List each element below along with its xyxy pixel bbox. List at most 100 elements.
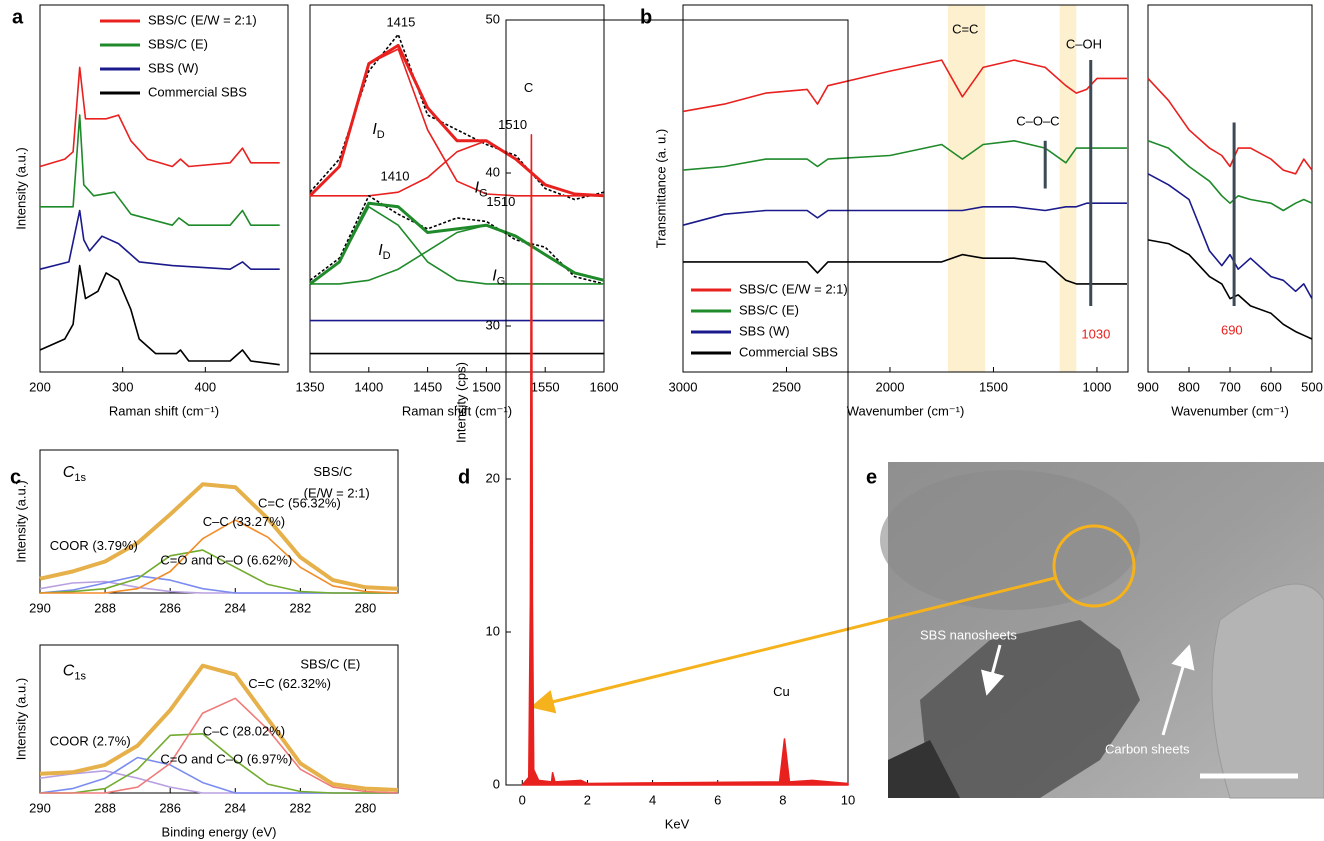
- annotation-text: C=C (62.32%): [248, 676, 331, 691]
- x-tick-label: 2000: [876, 379, 905, 394]
- annotation: C=C (62.32%): [248, 676, 331, 691]
- annotation: Cu: [773, 685, 790, 700]
- annotation-text: C–OH: [1066, 37, 1102, 52]
- annotation-text: C–C (28.02%): [203, 724, 285, 739]
- annotation: SBS/C: [313, 464, 352, 479]
- annotation: 1415: [386, 15, 415, 30]
- legend-label: SBS (W): [148, 60, 199, 75]
- line-series: [39, 264, 280, 366]
- line-series: [310, 140, 605, 197]
- panel-letter: b: [640, 6, 652, 28]
- line-series: [682, 140, 1127, 171]
- annotation: 1510: [498, 118, 527, 133]
- pointer-arrow: [530, 576, 1056, 714]
- x-tick-label: 288: [94, 800, 116, 815]
- line-series: [1147, 239, 1313, 340]
- x-tick-label: 200: [29, 379, 51, 394]
- annotation-text: COOR (3.79%): [50, 539, 138, 554]
- line-series: [309, 201, 605, 286]
- annotation: C–O–C: [1016, 114, 1059, 129]
- annotation: (E/W = 2:1): [304, 486, 370, 501]
- annotation: C=C: [952, 22, 978, 37]
- x-tick-label: 700: [1219, 379, 1241, 394]
- y-axis-label: Intensity (cps): [453, 362, 468, 443]
- annotation-text: 1510: [498, 118, 527, 133]
- annotation-text: C=C (56.32%): [258, 496, 341, 511]
- y-axis-label: Transmittance (a. u.): [653, 129, 668, 248]
- annotation: C–C (33.27%): [203, 514, 285, 529]
- annotation-text: I: [372, 121, 377, 138]
- annotation-text: C: [63, 663, 75, 680]
- x-tick-label: 8: [779, 792, 786, 807]
- annotation: C1s: [63, 663, 87, 683]
- x-tick-label: 280: [355, 800, 377, 815]
- x-tick-label: 900: [1137, 379, 1159, 394]
- legend-label: Commercial SBS: [148, 84, 247, 99]
- annotation: C–OH: [1066, 37, 1102, 52]
- x-tick-label: 282: [290, 600, 312, 615]
- x-tick-label: 1500: [979, 379, 1008, 394]
- annotation-text: I: [492, 268, 497, 285]
- x-tick-label: 6: [714, 792, 721, 807]
- x-axis-label: Raman shift (cm⁻¹): [109, 403, 219, 418]
- annotation-sub: G: [497, 275, 506, 287]
- annotation: ID: [378, 242, 390, 262]
- y-tick-label: 10: [486, 623, 500, 638]
- annotation-text: SBS/C: [313, 464, 352, 479]
- annotation-text: 1030: [1081, 327, 1110, 342]
- x-axis-label: Wavenumber (cm⁻¹): [1171, 403, 1289, 418]
- line-series: [682, 59, 1127, 113]
- y-axis-label: Intensity (a.u.): [13, 678, 28, 760]
- annotation: C=O and C–O (6.62%): [160, 553, 292, 568]
- x-axis-label: Raman shift (cm⁻¹): [402, 403, 512, 418]
- line-series: [39, 209, 280, 270]
- annotation-text: 1410: [381, 169, 410, 184]
- line-series: [683, 253, 1127, 285]
- x-tick-label: 290: [29, 800, 51, 815]
- line-series: [309, 195, 605, 285]
- line-series: [40, 697, 399, 794]
- y-axis-label: Intensity (a.u.): [13, 480, 28, 562]
- x-tick-label: 800: [1178, 379, 1200, 394]
- annotation-sub: 1s: [74, 671, 86, 683]
- x-tick-label: 400: [194, 379, 216, 394]
- band: [1059, 5, 1077, 372]
- line-series: [40, 733, 398, 794]
- legend-label: SBS/C (E/W = 2:1): [148, 12, 257, 27]
- annotation-sub: G: [479, 187, 488, 199]
- annotation: 690: [1221, 323, 1243, 338]
- annotation-text: 690: [1221, 323, 1243, 338]
- x-tick-label: 280: [355, 600, 377, 615]
- annotation: SBS/C (E): [300, 657, 360, 672]
- annotation-sub: D: [377, 129, 385, 141]
- image-label: Carbon sheets: [1105, 741, 1190, 756]
- x-tick-label: 286: [159, 600, 181, 615]
- panel-letter: e: [866, 466, 877, 488]
- annotation: C=O and C–O (6.97%): [160, 752, 292, 767]
- annotation-text: C–O–C: [1016, 114, 1059, 129]
- x-axis-label: Binding energy (eV): [162, 824, 277, 839]
- x-axis-label: Wavenumber (cm⁻¹): [847, 403, 965, 418]
- x-tick-label: 284: [224, 600, 246, 615]
- y-tick-label: 50: [486, 11, 500, 26]
- annotation-text: C–C (33.27%): [203, 514, 285, 529]
- image-label: SBS nanosheets: [920, 627, 1017, 642]
- band: [947, 5, 986, 372]
- annotation-text: Cu: [773, 685, 790, 700]
- annotation-text: C=O and C–O (6.97%): [160, 752, 292, 767]
- line-series: [521, 134, 849, 786]
- annotation-text: C: [63, 464, 75, 481]
- annotation: 1030: [1081, 327, 1110, 342]
- line-series: [1147, 140, 1313, 212]
- x-tick-label: 500: [1301, 379, 1323, 394]
- x-tick-label: 282: [290, 800, 312, 815]
- x-tick-label: 1400: [354, 379, 383, 394]
- line-series: [682, 202, 1127, 226]
- annotation-text: I: [475, 180, 480, 197]
- x-tick-label: 1600: [590, 379, 619, 394]
- y-tick-label: 40: [486, 164, 500, 179]
- x-tick-label: 2500: [772, 379, 801, 394]
- annotation-text: COOR (2.7%): [50, 734, 131, 749]
- x-tick-label: 286: [159, 800, 181, 815]
